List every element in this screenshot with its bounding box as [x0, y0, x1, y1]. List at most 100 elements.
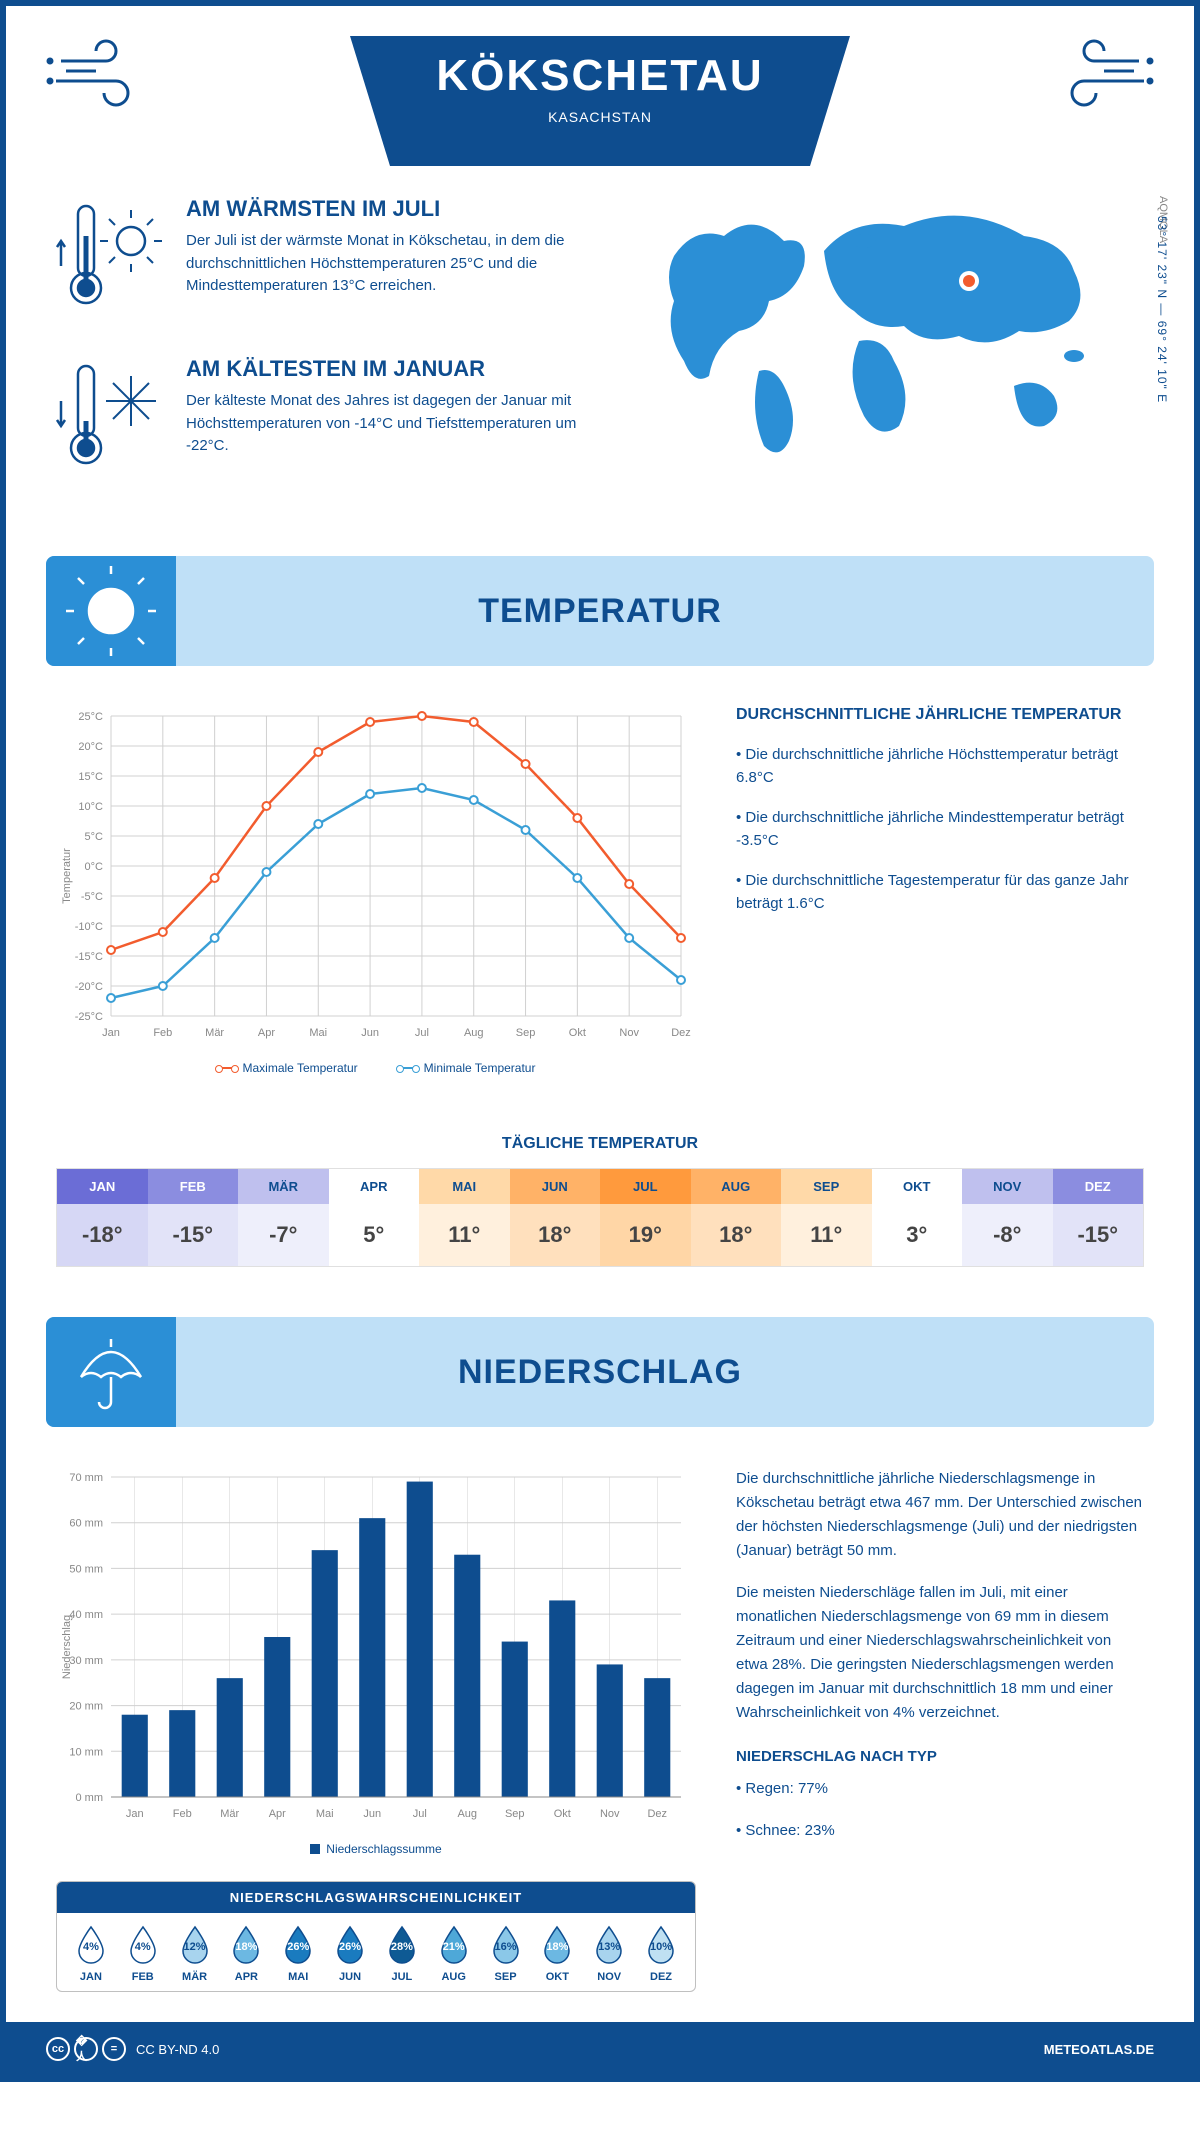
probability-cell: 4%FEB — [117, 1925, 169, 1983]
svg-text:Jun: Jun — [361, 1027, 379, 1039]
svg-text:0°C: 0°C — [85, 861, 104, 873]
svg-text:10 mm: 10 mm — [69, 1746, 103, 1758]
daily-cell: APR5° — [329, 1169, 420, 1266]
precip-para: Die durchschnittliche jährliche Niedersc… — [736, 1467, 1144, 1563]
nd-icon: = — [102, 2037, 126, 2061]
svg-text:-25°C: -25°C — [75, 1011, 103, 1023]
probability-cell: 12%MÄR — [169, 1925, 221, 1983]
svg-text:0 mm: 0 mm — [76, 1792, 104, 1804]
warmest-title: AM WÄRMSTEN IM JULI — [186, 196, 614, 222]
svg-text:Mär: Mär — [220, 1808, 239, 1820]
svg-text:-20°C: -20°C — [75, 981, 103, 993]
temperature-chart: -25°C-20°C-15°C-10°C-5°C0°C5°C10°C15°C20… — [56, 706, 696, 1075]
svg-text:Sep: Sep — [505, 1808, 525, 1820]
svg-text:20 mm: 20 mm — [69, 1701, 103, 1713]
license-label: CC BY-ND 4.0 — [136, 2042, 219, 2057]
daily-cell: NOV-8° — [962, 1169, 1053, 1266]
svg-text:15°C: 15°C — [78, 771, 103, 783]
world-map: AQMOLA 53° 17' 23" N — 69° 24' 10" E — [644, 196, 1144, 516]
svg-text:Apr: Apr — [269, 1808, 286, 1820]
daily-cell: MÄR-7° — [238, 1169, 329, 1266]
svg-text:Dez: Dez — [647, 1808, 667, 1820]
svg-text:Okt: Okt — [554, 1808, 571, 1820]
svg-text:Jul: Jul — [415, 1027, 429, 1039]
precip-para: Die meisten Niederschläge fallen im Juli… — [736, 1581, 1144, 1725]
svg-text:10°C: 10°C — [78, 801, 103, 813]
svg-text:Jul: Jul — [413, 1808, 427, 1820]
svg-text:-10°C: -10°C — [75, 921, 103, 933]
temperature-legend: Maximale Temperatur Minimale Temperatur — [56, 1061, 696, 1075]
warmest-block: AM WÄRMSTEN IM JULI Der Juli ist der wär… — [56, 196, 614, 321]
probability-cell: 16%SEP — [480, 1925, 532, 1983]
daily-cell: DEZ-15° — [1053, 1169, 1144, 1266]
title-banner: KÖKSCHETAU KASACHSTAN — [350, 36, 850, 166]
probability-cell: 18%OKT — [531, 1925, 583, 1983]
wind-icon — [1034, 36, 1154, 121]
temperature-summary: DURCHSCHNITTLICHE JÄHRLICHE TEMPERATUR •… — [736, 706, 1144, 1075]
thermometer-cold-icon — [56, 356, 166, 481]
probability-box: NIEDERSCHLAGSWAHRSCHEINLICHKEIT 4%JAN4%F… — [56, 1881, 696, 1992]
svg-text:70 mm: 70 mm — [69, 1472, 103, 1484]
footer: cc �人 = CC BY-ND 4.0 METEOATLAS.DE — [6, 2022, 1194, 2076]
temp-bullet: • Die durchschnittliche jährliche Höchst… — [736, 744, 1144, 789]
svg-text:-5°C: -5°C — [81, 891, 103, 903]
svg-text:Feb: Feb — [153, 1027, 172, 1039]
cc-icon: cc — [46, 2037, 70, 2061]
probability-title: NIEDERSCHLAGSWAHRSCHEINLICHKEIT — [57, 1882, 695, 1913]
header: KÖKSCHETAU KASACHSTAN — [6, 6, 1194, 186]
temperature-subtitle: DURCHSCHNITTLICHE JÄHRLICHE TEMPERATUR — [736, 706, 1144, 724]
precipitation-title: NIEDERSCHLAG — [458, 1353, 742, 1392]
daily-temperature-title: TÄGLICHE TEMPERATUR — [6, 1135, 1194, 1153]
precipitation-legend: Niederschlagssumme — [56, 1842, 696, 1856]
svg-text:Feb: Feb — [173, 1808, 192, 1820]
svg-text:Jun: Jun — [363, 1808, 381, 1820]
sun-icon — [46, 556, 176, 666]
svg-text:Nov: Nov — [600, 1808, 620, 1820]
svg-text:60 mm: 60 mm — [69, 1518, 103, 1530]
probability-cell: 10%DEZ — [635, 1925, 687, 1983]
svg-text:Okt: Okt — [569, 1027, 586, 1039]
probability-cell: 18%APR — [220, 1925, 272, 1983]
daily-cell: OKT3° — [872, 1169, 963, 1266]
probability-cell: 26%JUN — [324, 1925, 376, 1983]
cc-icons: cc �人 = — [46, 2037, 126, 2061]
precipitation-section-bar: NIEDERSCHLAG — [46, 1317, 1154, 1427]
info-section: AM WÄRMSTEN IM JULI Der Juli ist der wär… — [6, 186, 1194, 556]
coordinates-label: 53° 17' 23" N — 69° 24' 10" E — [1155, 216, 1169, 403]
daily-cell: JUL19° — [600, 1169, 691, 1266]
precip-type-rain: • Regen: 77% — [736, 1777, 1144, 1801]
warmest-body: Der Juli ist der wärmste Monat in Köksch… — [186, 230, 614, 298]
svg-text:20°C: 20°C — [78, 741, 103, 753]
daily-cell: SEP11° — [781, 1169, 872, 1266]
svg-text:Temperatur: Temperatur — [61, 848, 73, 904]
probability-cell: 21%AUG — [428, 1925, 480, 1983]
svg-text:Sep: Sep — [516, 1027, 536, 1039]
svg-text:50 mm: 50 mm — [69, 1563, 103, 1575]
site-label: METEOATLAS.DE — [1044, 2042, 1154, 2057]
svg-text:Mär: Mär — [205, 1027, 224, 1039]
daily-cell: JAN-18° — [57, 1169, 148, 1266]
country-subtitle: KASACHSTAN — [420, 109, 780, 125]
legend-max: Maximale Temperatur — [243, 1061, 358, 1075]
svg-text:25°C: 25°C — [78, 711, 103, 723]
daily-cell: MAI11° — [419, 1169, 510, 1266]
daily-cell: FEB-15° — [148, 1169, 239, 1266]
city-title: KÖKSCHETAU — [420, 51, 780, 101]
svg-text:Aug: Aug — [457, 1808, 477, 1820]
svg-text:Aug: Aug — [464, 1027, 484, 1039]
probability-cell: 13%NOV — [583, 1925, 635, 1983]
svg-text:Dez: Dez — [671, 1027, 691, 1039]
umbrella-icon — [46, 1317, 176, 1427]
precipitation-summary: Die durchschnittliche jährliche Niedersc… — [736, 1467, 1144, 1992]
svg-text:Nov: Nov — [619, 1027, 639, 1039]
daily-temperature-grid: JAN-18°FEB-15°MÄR-7°APR5°MAI11°JUN18°JUL… — [56, 1168, 1144, 1267]
wind-icon — [46, 36, 166, 121]
by-icon: �人 — [74, 2037, 98, 2061]
coldest-title: AM KÄLTESTEN IM JANUAR — [186, 356, 614, 382]
svg-text:40 mm: 40 mm — [69, 1609, 103, 1621]
temperature-section-bar: TEMPERATUR — [46, 556, 1154, 666]
svg-text:-15°C: -15°C — [75, 951, 103, 963]
svg-text:30 mm: 30 mm — [69, 1655, 103, 1667]
legend-min: Minimale Temperatur — [424, 1061, 536, 1075]
probability-cell: 4%JAN — [65, 1925, 117, 1983]
